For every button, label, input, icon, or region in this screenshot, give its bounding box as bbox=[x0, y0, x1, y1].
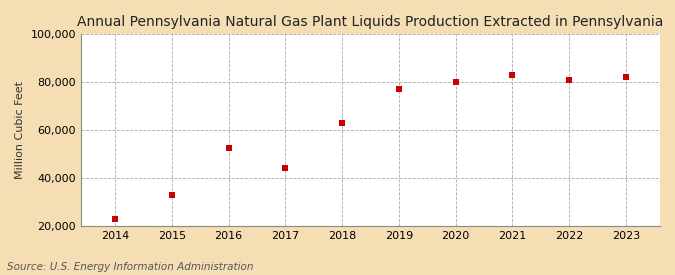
Point bbox=[507, 73, 518, 77]
Point bbox=[337, 121, 348, 125]
Y-axis label: Million Cubic Feet: Million Cubic Feet bbox=[15, 81, 25, 179]
Title: Annual Pennsylvania Natural Gas Plant Liquids Production Extracted in Pennsylvan: Annual Pennsylvania Natural Gas Plant Li… bbox=[77, 15, 664, 29]
Text: Source: U.S. Energy Information Administration: Source: U.S. Energy Information Administ… bbox=[7, 262, 253, 272]
Point bbox=[394, 87, 404, 92]
Point bbox=[109, 216, 120, 221]
Point bbox=[280, 166, 291, 170]
Point bbox=[450, 80, 461, 84]
Point bbox=[564, 78, 574, 82]
Point bbox=[620, 75, 631, 80]
Point bbox=[223, 146, 234, 150]
Point bbox=[166, 192, 177, 197]
